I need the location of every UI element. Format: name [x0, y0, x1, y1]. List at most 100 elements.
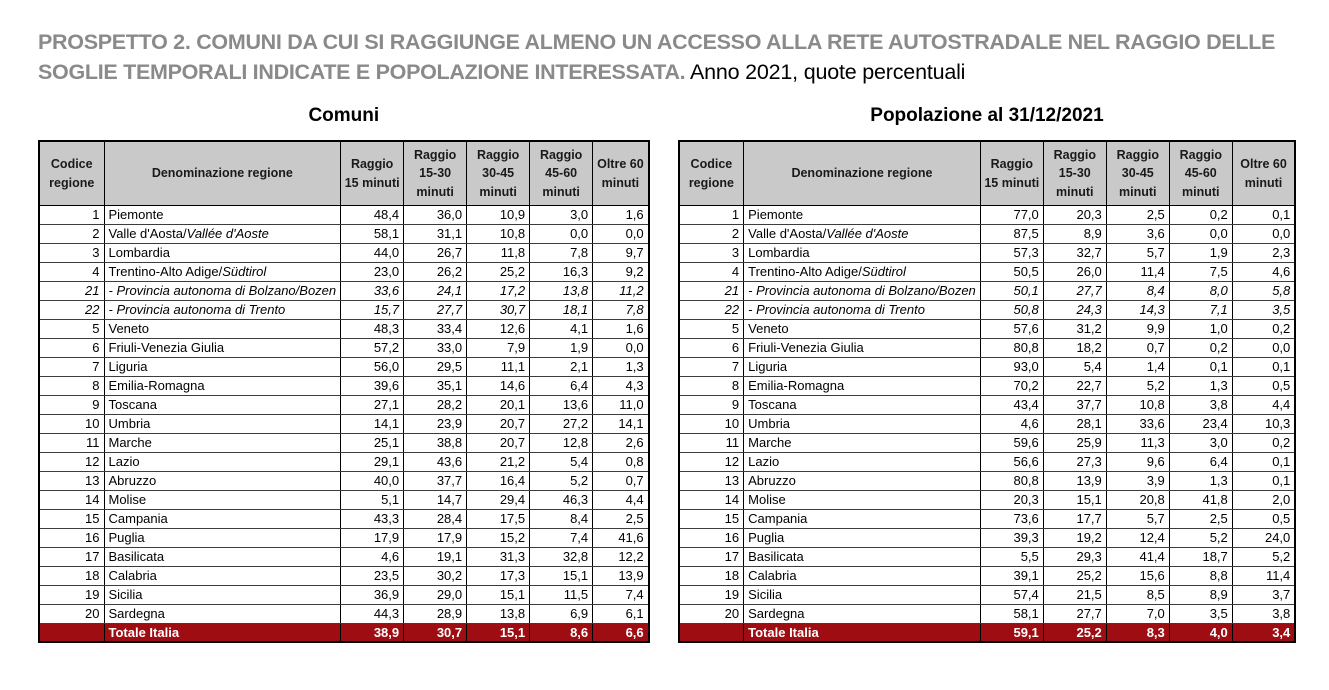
value-cell: 31,3 [466, 546, 531, 567]
value-cell: 12,2 [592, 546, 650, 567]
region-name-cell: Molise [743, 489, 981, 510]
value-cell: 41,6 [592, 527, 650, 548]
region-name-cell: Puglia [743, 527, 981, 548]
value-cell: 1,3 [1168, 470, 1233, 491]
value-cell: 32,7 [1042, 242, 1107, 263]
region-name-cell: Umbria [743, 413, 981, 434]
table-row: 13 Abruzzo 40,0 37,7 16,4 5,2 0,7 [38, 470, 650, 491]
table-row: 17 Basilicata 5,5 29,3 41,4 18,7 5,2 [678, 546, 1296, 567]
value-cell: 43,6 [403, 451, 468, 472]
value-cell: 0,0 [592, 223, 650, 244]
value-cell: 2,3 [1231, 242, 1296, 263]
value-cell: 5,7 [1105, 508, 1170, 529]
column-header: Codice regione [678, 140, 745, 206]
value-cell: 0,1 [1168, 356, 1233, 377]
value-cell: 7,9 [466, 337, 531, 358]
value-cell: 3,5 [1168, 603, 1233, 624]
total-label-cell: Totale Italia [743, 622, 981, 644]
value-cell: 30,7 [466, 299, 531, 320]
page-title-main: PROSPETTO 2. COMUNI DA CUI SI RAGGIUNGE … [38, 30, 1276, 84]
value-cell: 8,5 [1105, 584, 1170, 605]
value-cell: 5,7 [1105, 242, 1170, 263]
value-cell: 26,2 [403, 261, 468, 282]
value-cell: 8,4 [529, 508, 594, 529]
table-row: 1 Piemonte 77,0 20,3 2,5 0,2 0,1 [678, 204, 1296, 225]
region-code-cell: 2 [678, 223, 745, 244]
value-cell: 1,9 [529, 337, 594, 358]
region-name-cell: Sardegna [103, 603, 342, 624]
header-row: Codice regione Denominazione regione Raggi… [678, 140, 1296, 206]
value-cell: 33,4 [403, 318, 468, 339]
value-cell: 57,6 [979, 318, 1044, 339]
value-cell: 39,3 [979, 527, 1044, 548]
column-header: Raggio 45-60 minuti [529, 140, 594, 206]
value-cell: 3,8 [1231, 603, 1296, 624]
value-cell: 10,8 [1105, 394, 1170, 415]
value-cell: 24,1 [403, 280, 468, 301]
value-cell: 0,2 [1231, 432, 1296, 453]
region-code-cell: 9 [38, 394, 105, 415]
value-cell: 80,8 [979, 470, 1044, 491]
value-cell: 29,1 [340, 451, 405, 472]
value-cell: 3,7 [1231, 584, 1296, 605]
value-cell: 25,1 [340, 432, 405, 453]
region-code-cell: 2 [38, 223, 105, 244]
value-cell: 17,2 [466, 280, 531, 301]
region-code-cell: 11 [678, 432, 745, 453]
value-cell: 2,5 [1168, 508, 1233, 529]
value-cell: 87,5 [979, 223, 1044, 244]
value-cell: 29,5 [403, 356, 468, 377]
region-code-cell: 18 [678, 565, 745, 586]
table-row: 22 - Provincia autonoma di Trento 50,8 24,… [678, 299, 1296, 320]
value-cell: 0,0 [1168, 223, 1233, 244]
value-cell: 19,1 [403, 546, 468, 567]
value-cell: 59,6 [979, 432, 1044, 453]
value-cell: 13,8 [529, 280, 594, 301]
table-row: 19 Sicilia 36,9 29,0 15,1 11,5 7,4 [38, 584, 650, 605]
value-cell: 3,0 [1168, 432, 1233, 453]
value-cell: 4,6 [979, 413, 1044, 434]
value-cell: 48,3 [340, 318, 405, 339]
region-name-cell: Lazio [743, 451, 981, 472]
value-cell: 20,3 [979, 489, 1044, 510]
value-cell: 10,8 [466, 223, 531, 244]
total-value-cell: 6,6 [592, 622, 650, 644]
region-code-cell: 17 [678, 546, 745, 567]
value-cell: 9,7 [592, 242, 650, 263]
total-value-cell: 15,1 [466, 622, 531, 644]
value-cell: 6,4 [1168, 451, 1233, 472]
value-cell: 11,2 [592, 280, 650, 301]
region-name-cell: Liguria [103, 356, 342, 377]
region-name-cell: Friuli-Venezia Giulia [103, 337, 342, 358]
table-row: 3 Lombardia 44,0 26,7 11,8 7,8 9,7 [38, 242, 650, 263]
value-cell: 8,9 [1042, 223, 1107, 244]
region-name-cell: Lazio [103, 451, 342, 472]
value-cell: 28,4 [403, 508, 468, 529]
value-cell: 36,9 [340, 584, 405, 605]
table-row: 10 Umbria 4,6 28,1 33,6 23,4 10,3 [678, 413, 1296, 434]
region-name-cell: Umbria [103, 413, 342, 434]
region-name-cell: Molise [103, 489, 342, 510]
region-code-cell: 4 [38, 261, 105, 282]
region-code-cell: 16 [38, 527, 105, 548]
value-cell: 8,8 [1168, 565, 1233, 586]
value-cell: 50,8 [979, 299, 1044, 320]
region-code-cell: 7 [678, 356, 745, 377]
value-cell: 14,7 [403, 489, 468, 510]
value-cell: 2,1 [529, 356, 594, 377]
value-cell: 5,2 [1168, 527, 1233, 548]
value-cell: 57,4 [979, 584, 1044, 605]
region-code-cell: 5 [38, 318, 105, 339]
value-cell: 14,3 [1105, 299, 1170, 320]
region-name-cell: Marche [103, 432, 342, 453]
value-cell: 33,6 [340, 280, 405, 301]
value-cell: 4,4 [1231, 394, 1296, 415]
region-code-cell: 19 [678, 584, 745, 605]
popolazione-table-block: Popolazione al 31/12/2021 Codice regione… [677, 103, 1297, 644]
value-cell: 1,6 [592, 204, 650, 225]
region-name-cell: Calabria [743, 565, 981, 586]
value-cell: 7,1 [1168, 299, 1233, 320]
table-row: 4 Trentino-Alto Adige/Südtirol 50,5 26,0 11,… [678, 261, 1296, 282]
table-row: 16 Puglia 17,9 17,9 15,2 7,4 41,6 [38, 527, 650, 548]
region-code-cell: 20 [38, 603, 105, 624]
